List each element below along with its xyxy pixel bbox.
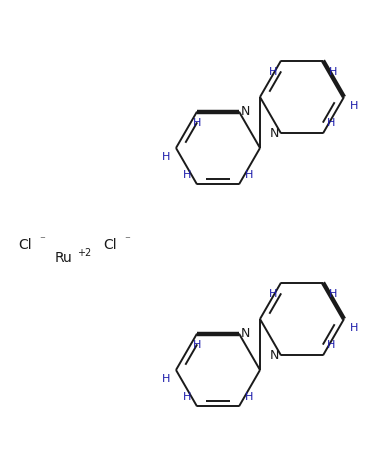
Text: H: H [183, 170, 191, 181]
Text: Cl: Cl [18, 238, 32, 252]
Text: ⁻: ⁻ [39, 235, 45, 245]
Text: Cl: Cl [103, 238, 117, 252]
Text: H: H [350, 101, 358, 111]
Text: H: H [162, 152, 170, 162]
Text: ⁻: ⁻ [124, 235, 130, 245]
Text: N: N [241, 327, 250, 340]
Text: Ru: Ru [55, 251, 73, 265]
Text: +2: +2 [77, 248, 91, 258]
Text: H: H [269, 67, 277, 77]
Text: N: N [270, 127, 279, 140]
Text: H: H [183, 392, 191, 402]
Text: H: H [350, 323, 358, 333]
Text: N: N [241, 105, 250, 118]
Text: H: H [269, 289, 277, 299]
Text: H: H [329, 289, 337, 299]
Text: H: H [193, 340, 201, 350]
Text: H: H [245, 170, 253, 181]
Text: H: H [327, 118, 336, 128]
Text: H: H [193, 118, 201, 128]
Text: H: H [245, 392, 253, 402]
Text: H: H [329, 67, 337, 77]
Text: H: H [162, 374, 170, 384]
Text: N: N [270, 349, 279, 362]
Text: H: H [327, 340, 336, 350]
